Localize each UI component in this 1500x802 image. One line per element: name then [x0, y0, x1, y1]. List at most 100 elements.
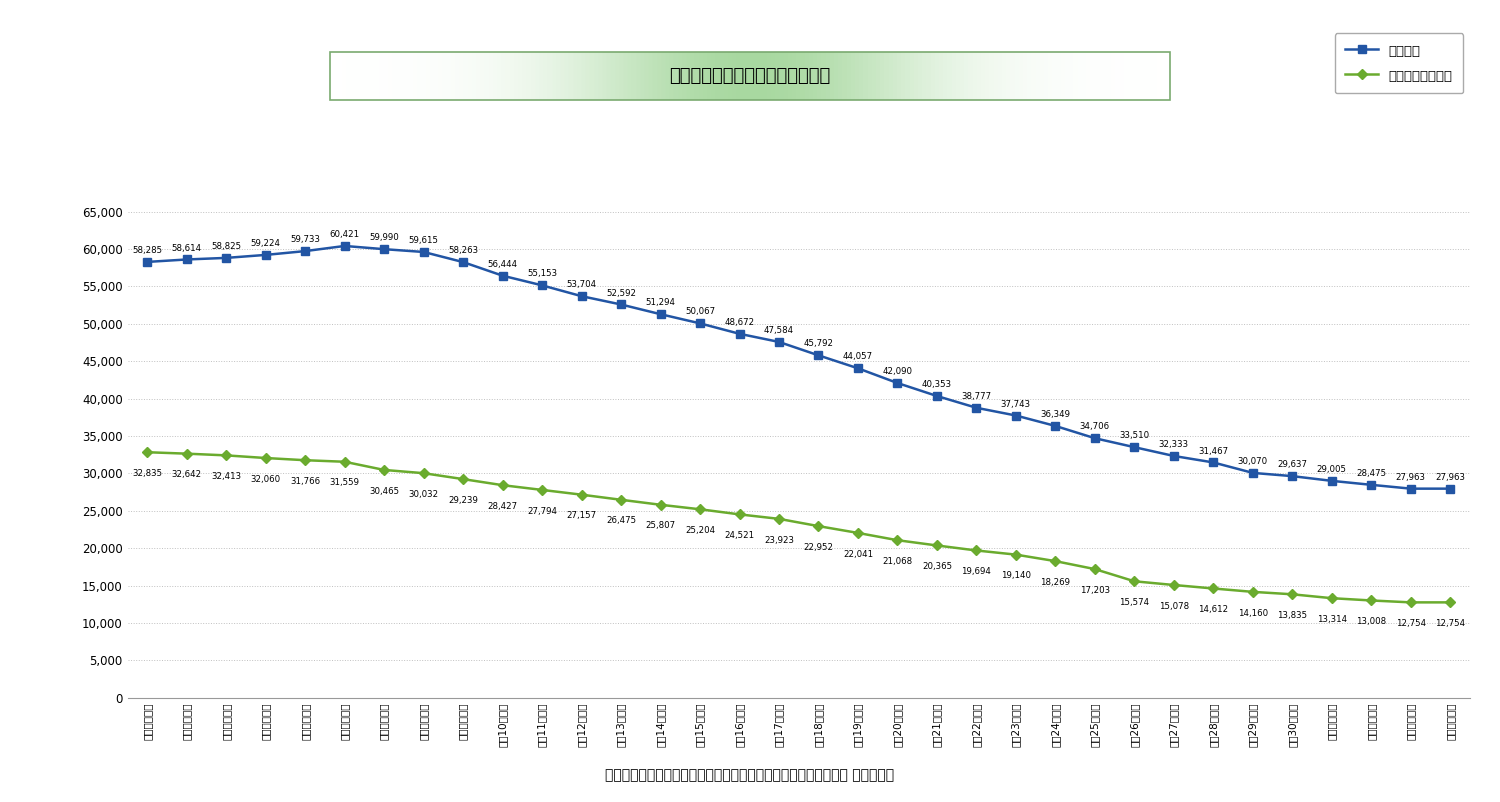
Text: 13,314: 13,314 [1317, 615, 1347, 624]
Text: 28,475: 28,475 [1356, 469, 1386, 478]
Bar [830, 52, 834, 100]
Text: 32,060: 32,060 [251, 475, 280, 484]
Text: 27,157: 27,157 [567, 512, 597, 520]
揮発油販売業者数 [1007, 550, 1025, 560]
Bar [524, 52, 528, 100]
Bar [964, 52, 969, 100]
Bar [939, 52, 944, 100]
Bar [948, 52, 951, 100]
Bar [657, 52, 662, 100]
Bar [859, 52, 864, 100]
Text: 55,153: 55,153 [526, 269, 556, 278]
Text: 32,413: 32,413 [211, 472, 242, 481]
Bar [864, 52, 867, 100]
給油所数 [1244, 468, 1262, 478]
Bar [544, 52, 549, 100]
Text: 47,584: 47,584 [764, 326, 794, 335]
Text: 25,204: 25,204 [686, 526, 716, 535]
Text: 22,952: 22,952 [804, 543, 834, 552]
Bar [330, 52, 334, 100]
Bar [998, 52, 1002, 100]
揮発油販売業者数 [375, 465, 393, 475]
Bar [972, 52, 976, 100]
給油所数 [1402, 484, 1420, 493]
揮発油販売業者数 [1284, 589, 1302, 599]
揮発油販売業者数 [1125, 577, 1143, 586]
Bar [876, 52, 880, 100]
Bar [1119, 52, 1124, 100]
揮発油販売業者数 [296, 456, 314, 465]
給油所数 [1047, 421, 1065, 431]
Bar [549, 52, 552, 100]
給油所数 [770, 337, 788, 346]
Bar [388, 52, 393, 100]
Bar [477, 52, 482, 100]
Text: 32,642: 32,642 [171, 470, 202, 480]
給油所数 [928, 391, 946, 401]
Text: 30,465: 30,465 [369, 487, 399, 496]
Bar [1040, 52, 1044, 100]
Bar [1011, 52, 1014, 100]
Bar [880, 52, 885, 100]
Bar [986, 52, 990, 100]
Bar [1107, 52, 1112, 100]
Bar [944, 52, 948, 100]
給油所数 [1362, 480, 1380, 490]
Bar [507, 52, 510, 100]
Bar [419, 52, 423, 100]
Bar [662, 52, 666, 100]
Text: 52,592: 52,592 [606, 289, 636, 298]
Bar [717, 52, 720, 100]
Bar [1065, 52, 1070, 100]
Bar [552, 52, 556, 100]
Bar [1102, 52, 1107, 100]
揮発油販売業者数 [1166, 580, 1184, 589]
Bar [489, 52, 494, 100]
Bar [780, 52, 783, 100]
Bar [381, 52, 384, 100]
揮発油販売業者数 [651, 500, 669, 509]
Bar [1032, 52, 1035, 100]
Bar [885, 52, 888, 100]
揮発油販売業者数 [692, 504, 709, 514]
Bar [460, 52, 465, 100]
Bar [960, 52, 964, 100]
揮発油販売業者数 [1362, 596, 1380, 606]
Bar [452, 52, 456, 100]
Text: 24,521: 24,521 [724, 531, 754, 540]
Bar [1112, 52, 1116, 100]
Bar [892, 52, 897, 100]
Text: 29,005: 29,005 [1317, 465, 1347, 474]
Bar [423, 52, 426, 100]
Bar [712, 52, 717, 100]
Bar [393, 52, 398, 100]
給油所数 [651, 310, 669, 319]
給油所数 [217, 253, 236, 263]
給油所数 [730, 329, 748, 338]
Text: 31,766: 31,766 [290, 477, 320, 486]
Bar [1077, 52, 1082, 100]
Bar [675, 52, 678, 100]
揮発油販売業者数 [1402, 597, 1420, 607]
Bar [414, 52, 419, 100]
Bar [503, 52, 507, 100]
Text: 37,743: 37,743 [1000, 399, 1030, 408]
Bar [494, 52, 498, 100]
Bar [1070, 52, 1074, 100]
Bar [746, 52, 750, 100]
Bar [1044, 52, 1048, 100]
Text: 58,614: 58,614 [171, 244, 202, 253]
Bar [351, 52, 355, 100]
Bar [654, 52, 657, 100]
Bar [447, 52, 452, 100]
Bar [738, 52, 741, 100]
揮発油販売業者数 [612, 495, 630, 504]
Text: 揮発油販売業者・給油所数の推移: 揮発油販売業者・給油所数の推移 [669, 67, 831, 85]
Bar [556, 52, 561, 100]
Bar [339, 52, 342, 100]
Bar [514, 52, 519, 100]
Text: 45,792: 45,792 [804, 339, 834, 348]
Bar [566, 52, 570, 100]
Text: 13,835: 13,835 [1278, 611, 1308, 620]
Bar [696, 52, 699, 100]
